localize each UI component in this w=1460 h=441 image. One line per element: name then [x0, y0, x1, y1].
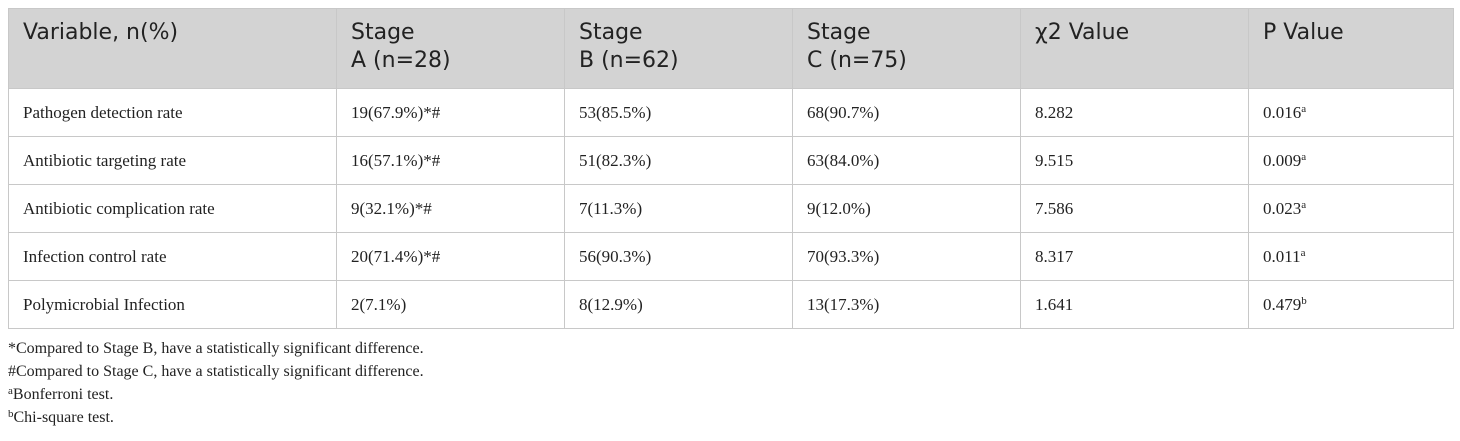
cell-variable: Antibiotic targeting rate	[8, 136, 337, 185]
p-value: 0.023	[1263, 198, 1302, 218]
footnote-text: Bonferroni test.	[12, 386, 114, 403]
p-value: 0.011	[1263, 246, 1301, 266]
header-label: Stage	[351, 20, 415, 45]
table-row: Pathogen detection rate 19(67.9%)*# 53(8…	[8, 88, 1454, 137]
header-label-line2: A (n=28)	[351, 48, 451, 73]
cell-p-value: 0.009a	[1248, 136, 1454, 185]
header-label: P Value	[1263, 20, 1344, 45]
cell-stage-a: 20(71.4%)*#	[336, 232, 565, 281]
cell-stage-b: 8(12.9%)	[564, 280, 793, 329]
header-variable: Variable, n(%)	[8, 8, 337, 89]
cell-chi2: 8.317	[1020, 232, 1249, 281]
cell-stage-b: 51(82.3%)	[564, 136, 793, 185]
table-row: Antibiotic targeting rate 16(57.1%)*# 51…	[8, 136, 1454, 185]
footnote-text: Chi-square test.	[13, 409, 114, 426]
header-stage-c: Stage C (n=75)	[792, 8, 1021, 89]
header-label: Stage	[579, 20, 643, 45]
cell-chi2: 9.515	[1020, 136, 1249, 185]
cell-stage-a: 19(67.9%)*#	[336, 88, 565, 137]
table-row: Antibiotic complication rate 9(32.1%)*# …	[8, 184, 1454, 233]
cell-stage-b: 7(11.3%)	[564, 184, 793, 233]
header-stage-b: Stage B (n=62)	[564, 8, 793, 89]
cell-variable: Polymicrobial Infection	[8, 280, 337, 329]
header-p-value: P Value	[1248, 8, 1454, 89]
p-value: 0.479	[1263, 294, 1302, 314]
header-label: Stage	[807, 20, 871, 45]
table-figure: Variable, n(%) Stage A (n=28) Stage B (n=6…	[8, 8, 1454, 429]
table-row: Infection control rate 20(71.4%)*# 56(90…	[8, 232, 1454, 281]
cell-variable: Infection control rate	[8, 232, 337, 281]
header-label-line2: C (n=75)	[807, 48, 907, 73]
cell-p-value: 0.011a	[1248, 232, 1454, 281]
cell-chi2: 8.282	[1020, 88, 1249, 137]
p-value-superscript: a	[1300, 246, 1306, 259]
footnote-text: #Compared to Stage C, have a statistical…	[8, 363, 424, 380]
p-value: 0.016	[1263, 102, 1302, 122]
p-value-superscript: a	[1301, 150, 1307, 163]
p-value-superscript: b	[1301, 294, 1307, 307]
cell-p-value: 0.479b	[1248, 280, 1454, 329]
cell-chi2: 7.586	[1020, 184, 1249, 233]
table-row: Polymicrobial Infection 2(7.1%) 8(12.9%)…	[8, 280, 1454, 329]
footnote: aBonferroni test.	[8, 383, 1453, 406]
header-row: Variable, n(%) Stage A (n=28) Stage B (n=6…	[8, 8, 1454, 89]
header-chi2: χ2 Value	[1020, 8, 1249, 89]
header-stage-a: Stage A (n=28)	[336, 8, 565, 89]
cell-stage-a: 2(7.1%)	[336, 280, 565, 329]
footnote: *Compared to Stage B, have a statistical…	[8, 337, 1453, 360]
cell-stage-c: 68(90.7%)	[792, 88, 1021, 137]
cell-stage-c: 13(17.3%)	[792, 280, 1021, 329]
cell-variable: Antibiotic complication rate	[8, 184, 337, 233]
cell-stage-c: 63(84.0%)	[792, 136, 1021, 185]
cell-p-value: 0.023a	[1248, 184, 1454, 233]
cell-stage-c: 70(93.3%)	[792, 232, 1021, 281]
p-value: 0.009	[1263, 150, 1302, 170]
cell-stage-a: 9(32.1%)*#	[336, 184, 565, 233]
footnote-superscript: b	[8, 408, 14, 420]
p-value-superscript: a	[1301, 198, 1307, 211]
cell-stage-b: 53(85.5%)	[564, 88, 793, 137]
cell-variable: Pathogen detection rate	[8, 88, 337, 137]
cell-stage-b: 56(90.3%)	[564, 232, 793, 281]
footnote: #Compared to Stage C, have a statistical…	[8, 360, 1453, 383]
table-footnotes: *Compared to Stage B, have a statistical…	[8, 337, 1453, 429]
header-label-line2: B (n=62)	[579, 48, 679, 73]
header-label: Variable, n(%)	[23, 20, 179, 45]
cell-p-value: 0.016a	[1248, 88, 1454, 137]
footnote: bChi-square test.	[8, 406, 1453, 429]
p-value-superscript: a	[1301, 102, 1307, 115]
cell-chi2: 1.641	[1020, 280, 1249, 329]
cell-stage-c: 9(12.0%)	[792, 184, 1021, 233]
footnote-text: *Compared to Stage B, have a statistical…	[8, 340, 424, 357]
footnote-superscript: a	[8, 385, 13, 397]
header-label: χ2 Value	[1035, 20, 1130, 45]
stage-comparison-table: Variable, n(%) Stage A (n=28) Stage B (n=6…	[8, 8, 1454, 329]
cell-stage-a: 16(57.1%)*#	[336, 136, 565, 185]
